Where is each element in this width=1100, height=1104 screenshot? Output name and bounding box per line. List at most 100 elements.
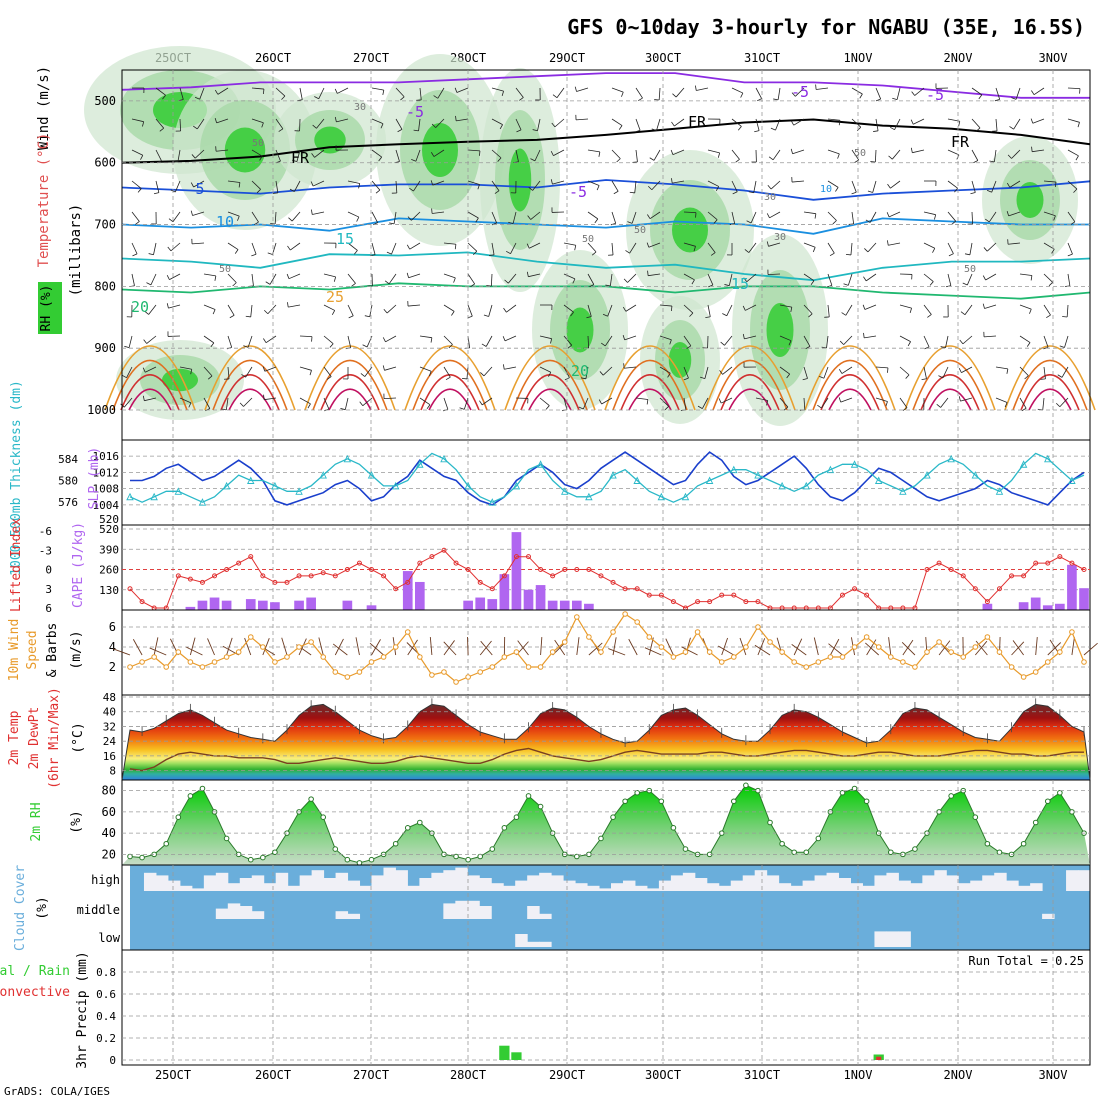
wind-speed-marker	[273, 660, 278, 665]
wind-barb	[1034, 88, 1044, 95]
cloud-gap-bar	[479, 906, 491, 919]
wind-barb	[290, 243, 300, 250]
warm-contour	[905, 346, 995, 410]
wind-barb	[252, 274, 253, 286]
wind-barb	[732, 88, 743, 93]
rh-axis-label: 2m RH	[29, 802, 44, 841]
wind-barb	[636, 88, 643, 98]
cloud-gap-bar	[156, 875, 168, 891]
rh-marker	[852, 786, 857, 791]
wind-barb-flag	[354, 250, 357, 254]
rh-shade-high	[225, 128, 266, 173]
cape-bar	[1055, 604, 1065, 610]
wind-barb-flag	[213, 309, 215, 314]
temperature-area	[122, 704, 1090, 780]
thickness-tick-label: 580	[58, 475, 78, 488]
wind-speed-marker	[623, 612, 628, 617]
wind-speed-marker	[1009, 665, 1014, 670]
contour-label: -5	[569, 183, 587, 201]
cloud-gap-bar	[539, 942, 551, 947]
wind-speed-marker	[804, 665, 809, 670]
wind-speed-marker	[901, 660, 906, 665]
wind-barb-flag	[553, 95, 557, 98]
wind-speed-marker	[309, 640, 314, 645]
wind-speed-marker	[575, 615, 580, 620]
wind-speed-marker	[357, 670, 362, 675]
wind-barb	[636, 119, 640, 130]
cape-bar	[1079, 588, 1089, 610]
cape-bar	[1043, 605, 1053, 610]
cloud-gap-bar	[1078, 870, 1090, 891]
wind-barb-flag	[1029, 309, 1031, 314]
cloud-gap-bar	[515, 881, 527, 891]
wind-barb	[900, 398, 907, 408]
cloud-gap-bar	[934, 870, 946, 891]
wind-barb-flag	[389, 223, 394, 224]
wind-barb-flag	[839, 397, 841, 402]
wind-speed-marker	[430, 673, 435, 678]
bottom-date-label: 3NOV	[1039, 1068, 1068, 1082]
wind-barb	[770, 212, 780, 218]
cloud-gap-bar	[192, 888, 204, 891]
cloud-gap-bar	[168, 881, 180, 891]
wind-barb	[996, 119, 997, 131]
wind-speed-marker	[997, 650, 1002, 655]
wind-barb	[865, 305, 876, 309]
rh-marker	[248, 857, 253, 862]
wind-barb	[1043, 398, 1044, 410]
wind-speed-marker	[635, 620, 640, 625]
wind-speed-marker	[756, 625, 761, 630]
rain-legend-label: Total / Rain	[0, 964, 70, 979]
wind-speed-marker	[961, 655, 966, 660]
wind-barb	[828, 305, 829, 317]
rh-marker	[985, 841, 990, 846]
wind-barb	[967, 274, 972, 285]
rh-marker	[659, 799, 664, 804]
pressure-tick-label: 700	[94, 218, 116, 232]
wind-barb	[948, 243, 953, 254]
wind-barb	[372, 212, 378, 223]
wind-barb	[828, 243, 834, 253]
wind-barb-flag	[970, 193, 975, 194]
wind-speed-marker	[176, 650, 181, 655]
wind-barb	[420, 398, 430, 405]
wind-barb-10m	[467, 637, 468, 655]
rh-marker	[575, 854, 580, 859]
wind-speed-marker	[369, 660, 374, 665]
wind-barb-flag	[932, 248, 934, 252]
contour-label: 15	[336, 230, 354, 248]
wind-barb-flag	[167, 303, 168, 308]
wind-barb	[1014, 119, 1020, 129]
wind-barb-flag	[817, 405, 821, 408]
wind-barb	[149, 305, 156, 314]
wind-barb	[773, 150, 780, 160]
temperature-tick-label: 16	[103, 750, 116, 763]
wind-barb-10m	[227, 638, 233, 655]
contour-label: 50	[252, 138, 264, 149]
wind-barb-flag	[773, 99, 778, 100]
cloud-level-label: low	[98, 931, 120, 945]
wind-barb	[372, 243, 375, 255]
wind-speed-marker	[454, 680, 459, 685]
cape-bar	[983, 604, 993, 610]
wind-barb	[828, 274, 832, 285]
wind-barb	[1064, 336, 1068, 347]
wind-barb-flag	[384, 309, 387, 313]
bottom-date-label: 27OCT	[353, 1068, 389, 1082]
cloud-gap-bar	[647, 888, 659, 891]
cloud-gap-bar	[671, 875, 683, 891]
cloud-gap-bar	[1030, 883, 1042, 891]
wind-barb-flag	[1046, 315, 1050, 318]
wind-barb-flag	[1027, 343, 1030, 347]
wind-barb-10m	[1013, 640, 1024, 655]
wind-barb	[965, 305, 972, 315]
wind-speed-marker	[949, 650, 954, 655]
contour-label: FR	[688, 113, 707, 131]
panel-frame	[122, 950, 1090, 1065]
rh-marker	[623, 799, 628, 804]
bottom-date-label: 25OCT	[155, 1068, 191, 1082]
wind-barb	[756, 88, 762, 99]
wind-barb	[348, 212, 359, 217]
cloud-gap-bar	[635, 886, 647, 891]
wind-barb	[612, 119, 622, 126]
